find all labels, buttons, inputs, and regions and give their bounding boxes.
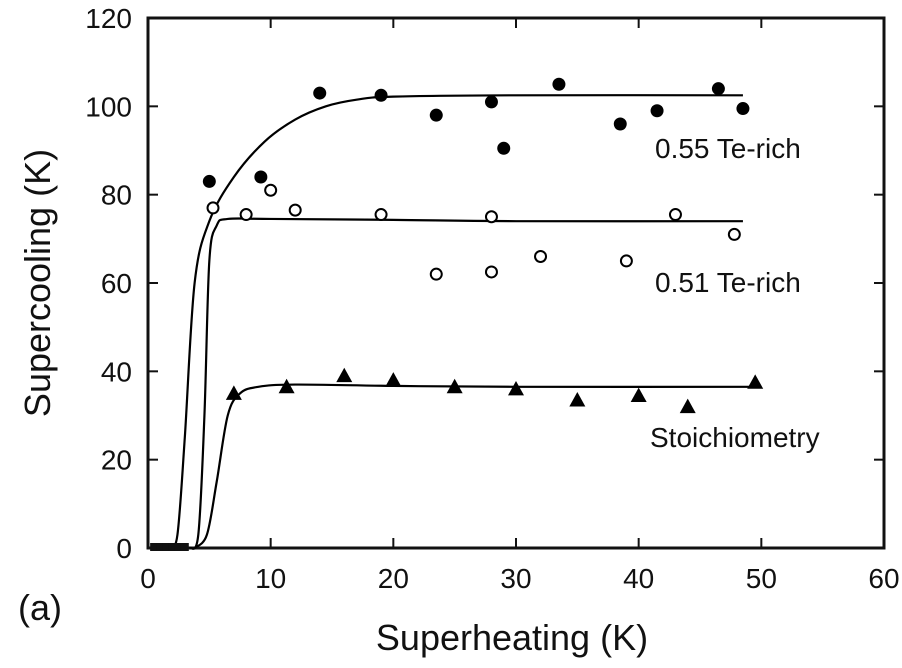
y-tick-label: 80 [101,180,132,211]
data-point [619,254,633,268]
data-point [336,367,353,383]
data-point [180,543,189,551]
fit-curve-1 [169,94,743,549]
data-point [162,543,171,551]
y-tick-label: 120 [85,3,132,34]
x-tick-label: 20 [378,563,409,594]
data-point [239,208,253,222]
data-point [288,203,302,217]
data-point [613,117,627,131]
y-tick-label: 40 [101,356,132,387]
data-point [264,183,278,197]
data-point [206,201,220,215]
data-point [508,381,524,396]
data-point [168,543,177,551]
series-label-055: 0.55 Te-rich [655,133,801,164]
data-point [497,141,511,155]
data-point [429,108,443,122]
data-point [225,385,242,400]
y-tick-label: 60 [101,268,132,299]
data-point [650,104,664,118]
data-point [254,170,268,184]
y-tick-label: 0 [116,533,132,564]
x-tick-label: 30 [500,563,531,594]
data-point [484,210,498,224]
data-point [374,208,388,222]
data-point [534,250,548,263]
y-tick-label: 100 [85,91,132,122]
x-tick-label: 10 [255,563,286,594]
data-point [484,265,498,279]
data-point [630,387,647,403]
data-point [156,543,165,551]
data-point [374,88,388,102]
series-label-stoich: Stoichiometry [650,422,820,453]
panel-label: (a) [18,587,62,628]
fit-curve-2 [188,217,743,550]
data-point [385,372,402,387]
data-markers [150,77,764,551]
fit-curve-3 [193,383,756,549]
series-label-051: 0.51 Te-rich [655,267,801,298]
data-point [174,543,183,551]
data-point [727,227,741,241]
x-tick-label: 60 [868,563,899,594]
axis-ticks: 0 10 20 30 40 50 60 0 20 40 60 80 100 120 [85,3,899,594]
data-point [711,82,725,96]
data-point [446,378,463,394]
data-point [736,102,750,116]
y-axis-title: Supercooling (K) [17,149,58,417]
x-tick-label: 50 [746,563,777,594]
data-point [202,174,216,188]
data-point [278,378,295,394]
data-point [747,374,764,389]
x-axis-title: Superheating (K) [376,617,648,658]
x-tick-label: 0 [140,563,156,594]
data-point [484,95,498,109]
data-point [679,398,696,414]
data-point [150,543,159,551]
y-tick-label: 20 [101,445,132,476]
x-tick-label: 40 [623,563,654,594]
data-point [569,392,586,407]
data-point [429,267,443,281]
data-point [552,77,566,91]
data-point [313,86,327,100]
data-point [668,208,682,222]
